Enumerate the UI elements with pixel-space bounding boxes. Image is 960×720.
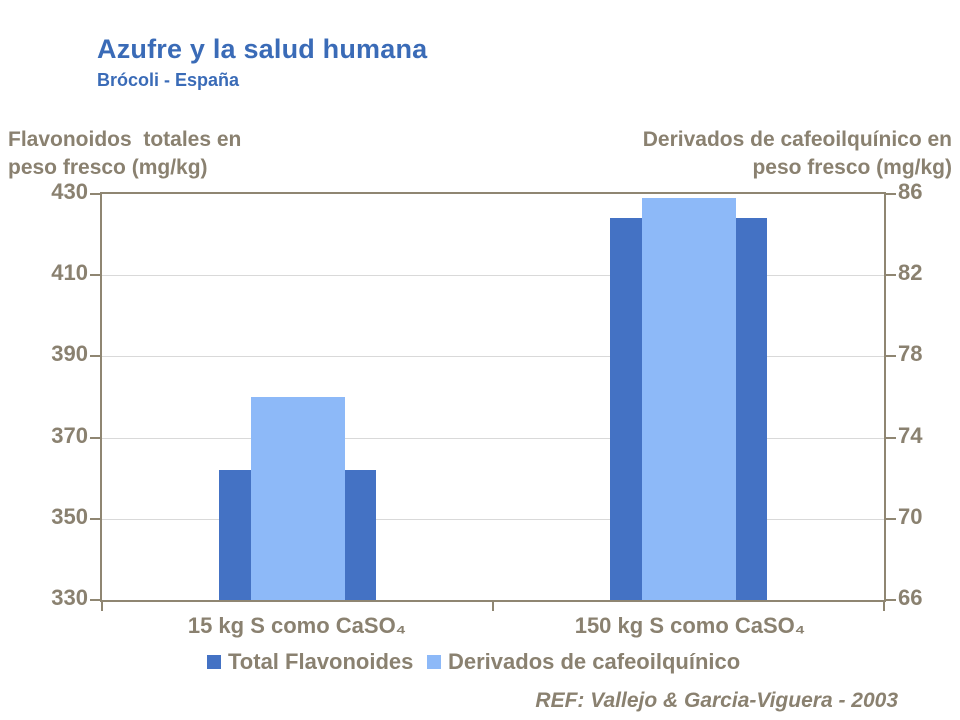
slide-subtitle: Brócoli - España — [97, 70, 240, 90]
legend-swatch-derivados — [427, 655, 441, 669]
left-tick-label-370: 370 — [51, 422, 88, 448]
reference-citation: REF: Vallejo & Garcia-Viguera - 2003 — [535, 689, 898, 712]
legend-item-derivados: Derivados de cafeoilquínico — [427, 649, 740, 675]
category-label-150kg: 150 kg S como CaSO₄ — [574, 613, 806, 638]
gridline-410 — [102, 275, 884, 277]
left-axis-tick-labels: 330 350 370 390 410 430 — [0, 179, 88, 610]
right-tick-label-70: 70 — [898, 503, 923, 529]
left-tick-370 — [90, 436, 100, 439]
bottom-tick-1 — [492, 602, 494, 611]
slide-title: Azufre y la salud humana — [97, 34, 428, 64]
legend-swatch-total-flavonoides — [207, 655, 221, 669]
left-tick-label-390: 390 — [51, 341, 88, 367]
left-axis-title-line2: peso fresco (mg/kg) — [8, 156, 208, 179]
right-axis-title: Derivados de cafeoilquínico en peso fresc… — [643, 126, 952, 182]
legend-label-total-flavonoides: Total Flavonoides — [228, 649, 414, 674]
right-tick-label-74: 74 — [898, 422, 923, 448]
right-tick-82 — [886, 274, 896, 277]
left-tick-390 — [90, 355, 100, 358]
left-tick-label-350: 350 — [51, 503, 88, 529]
left-axis-title: Flavonoidos totales en peso fresco (mg/kg… — [8, 126, 241, 182]
bottom-tick-2 — [883, 602, 885, 611]
right-tick-70 — [886, 517, 896, 520]
legend-label-derivados: Derivados de cafeoilquínico — [448, 649, 741, 674]
gridline-350 — [102, 518, 884, 520]
right-axis-title-line2: peso fresco (mg/kg) — [752, 156, 952, 179]
left-tick-label-410: 410 — [51, 260, 88, 286]
right-tick-86 — [886, 193, 896, 195]
left-tick-label-330: 330 — [51, 585, 88, 610]
right-tick-label-82: 82 — [898, 260, 923, 286]
chart-plot-area — [90, 192, 896, 611]
right-tick-78 — [886, 355, 896, 358]
right-tick-label-66: 66 — [898, 585, 923, 610]
right-tick-66 — [886, 599, 896, 601]
left-tick-430 — [90, 193, 100, 195]
bar-derivados-group1 — [641, 198, 736, 600]
left-axis-title-line1: Flavonoidos totales en — [8, 128, 242, 151]
gridline-370 — [102, 437, 884, 439]
right-tick-label-86: 86 — [898, 179, 923, 204]
gridline-390 — [102, 356, 884, 358]
right-axis-tick-labels: 66 70 74 78 82 86 — [898, 179, 958, 610]
right-tick-74 — [886, 436, 896, 439]
legend-item-total-flavonoides: Total Flavonoides — [207, 649, 413, 675]
right-axis-title-line1: Derivados de cafeoilquínico en — [642, 128, 952, 151]
left-tick-label-430: 430 — [51, 179, 88, 204]
left-tick-350 — [90, 517, 100, 520]
bar-derivados-group0 — [250, 397, 345, 600]
left-tick-330 — [90, 599, 100, 601]
left-tick-410 — [90, 274, 100, 277]
category-label-15kg: 15 kg S como CaSO₄ — [187, 613, 407, 638]
bottom-tick-0 — [101, 602, 103, 611]
right-tick-label-78: 78 — [898, 341, 923, 367]
